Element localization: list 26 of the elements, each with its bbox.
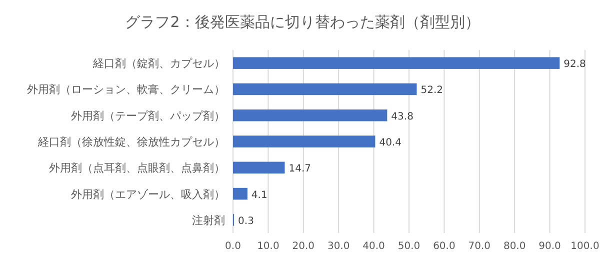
y-tick-label: 経口剤（徐放性錠、徐放性カプセル） bbox=[37, 136, 225, 148]
data-label: 4.1 bbox=[251, 190, 268, 201]
x-tick-label: 70.0 bbox=[468, 241, 491, 252]
y-tick-label: 外用剤（エアゾール、吸入剤） bbox=[71, 188, 225, 201]
title: グラフ2：後発医薬品に切り替わった薬剤（剤型別） bbox=[125, 13, 480, 31]
data-label: 0.3 bbox=[238, 216, 254, 227]
y-tick-label: 外用剤（点耳剤、点眼剤、点鼻剤） bbox=[49, 162, 225, 175]
data-label: 43.8 bbox=[391, 111, 414, 122]
x-tick-label: 50.0 bbox=[398, 241, 420, 252]
data-label: 92.8 bbox=[564, 59, 586, 70]
x-tick-label: 60.0 bbox=[433, 241, 456, 252]
x-tick-label: 40.0 bbox=[362, 241, 385, 252]
y-tick-label: 外用剤（テープ剤、パップ剤） bbox=[71, 109, 225, 122]
y-tick-label: 外用剤（ローション、軟膏、クリーム） bbox=[27, 83, 225, 96]
x-tick-label: 10.0 bbox=[257, 241, 280, 252]
x-tick-label: 90.0 bbox=[538, 241, 561, 252]
x-tick-label: 20.0 bbox=[292, 241, 315, 252]
data-label: 40.4 bbox=[379, 138, 402, 148]
x-tick-label: 30.0 bbox=[327, 241, 350, 252]
data-label: 14.7 bbox=[288, 164, 312, 175]
x-tick-label: 100.0 bbox=[570, 241, 600, 252]
x-tick-label: 80.0 bbox=[503, 241, 526, 252]
y-tick-label: 経口剤（錠剤、カプセル） bbox=[92, 57, 225, 70]
data-label: 52.2 bbox=[420, 85, 444, 96]
y-tick-label: 注射剤 bbox=[192, 214, 225, 227]
x-tick-label: 0.0 bbox=[225, 241, 241, 252]
